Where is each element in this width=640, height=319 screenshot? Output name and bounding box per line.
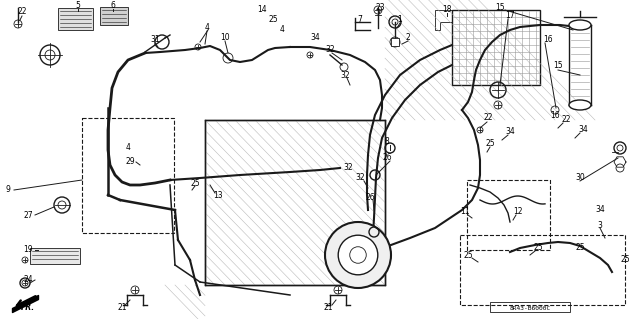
Text: 3: 3 [598, 220, 602, 229]
Bar [58, 8, 93, 30]
Text: 32: 32 [325, 46, 335, 55]
Text: 4: 4 [205, 24, 209, 33]
Text: 23: 23 [375, 4, 385, 12]
Bar [100, 7, 128, 25]
Text: 8R43-B6000C: 8R43-B6000C [509, 306, 550, 310]
Text: 25: 25 [268, 16, 278, 25]
Text: 26: 26 [365, 192, 375, 202]
Text: 1: 1 [397, 16, 403, 25]
Text: 24: 24 [23, 276, 33, 285]
Bar [391, 38, 399, 46]
Circle shape [338, 235, 378, 275]
Text: 2: 2 [406, 33, 410, 42]
Text: 14: 14 [257, 5, 267, 14]
Text: 19: 19 [23, 246, 33, 255]
Text: 34: 34 [505, 128, 515, 137]
Text: 9: 9 [6, 186, 10, 195]
Text: 18: 18 [442, 5, 452, 14]
Text: 5: 5 [76, 2, 81, 11]
Text: 22: 22 [17, 8, 27, 17]
Text: 15: 15 [553, 61, 563, 70]
Text: 34: 34 [310, 33, 320, 42]
Text: 17: 17 [505, 11, 515, 20]
Text: 16: 16 [550, 110, 560, 120]
Text: 34: 34 [595, 205, 605, 214]
Ellipse shape [569, 20, 591, 30]
Text: 21: 21 [117, 303, 127, 313]
Text: 25: 25 [620, 256, 630, 264]
Text: 30: 30 [575, 174, 585, 182]
Text: FR.: FR. [21, 303, 35, 312]
Bar [82, 118, 174, 233]
Bar [452, 10, 540, 85]
Text: 12: 12 [513, 207, 523, 217]
Text: 6: 6 [111, 2, 115, 11]
Text: 25: 25 [190, 179, 200, 188]
Text: 22: 22 [561, 115, 571, 124]
Text: 7: 7 [358, 16, 362, 25]
Text: 31: 31 [150, 35, 160, 44]
Text: 27: 27 [23, 211, 33, 219]
Bar [30, 248, 80, 264]
Text: 32: 32 [355, 174, 365, 182]
Text: 4: 4 [125, 144, 131, 152]
Text: 25: 25 [533, 243, 543, 253]
Text: 10: 10 [220, 33, 230, 42]
Text: 25: 25 [463, 250, 473, 259]
Text: 21: 21 [323, 303, 333, 313]
Text: 8: 8 [385, 137, 389, 146]
Bar [460, 235, 625, 305]
Text: 32: 32 [340, 70, 350, 79]
Text: 16: 16 [543, 35, 553, 44]
Text: 25: 25 [575, 243, 585, 253]
Text: 22: 22 [483, 114, 493, 122]
Text: 26: 26 [382, 153, 392, 162]
Text: 13: 13 [213, 190, 223, 199]
Text: 29: 29 [125, 158, 135, 167]
Text: 15: 15 [495, 3, 505, 11]
Bar [467, 180, 550, 250]
Circle shape [325, 222, 391, 288]
Text: 4: 4 [280, 26, 284, 34]
Text: 11: 11 [460, 207, 470, 217]
Text: 25: 25 [485, 138, 495, 147]
Text: 32: 32 [343, 164, 353, 173]
Ellipse shape [569, 100, 591, 110]
Text: 34: 34 [578, 125, 588, 135]
Bar [490, 302, 570, 312]
